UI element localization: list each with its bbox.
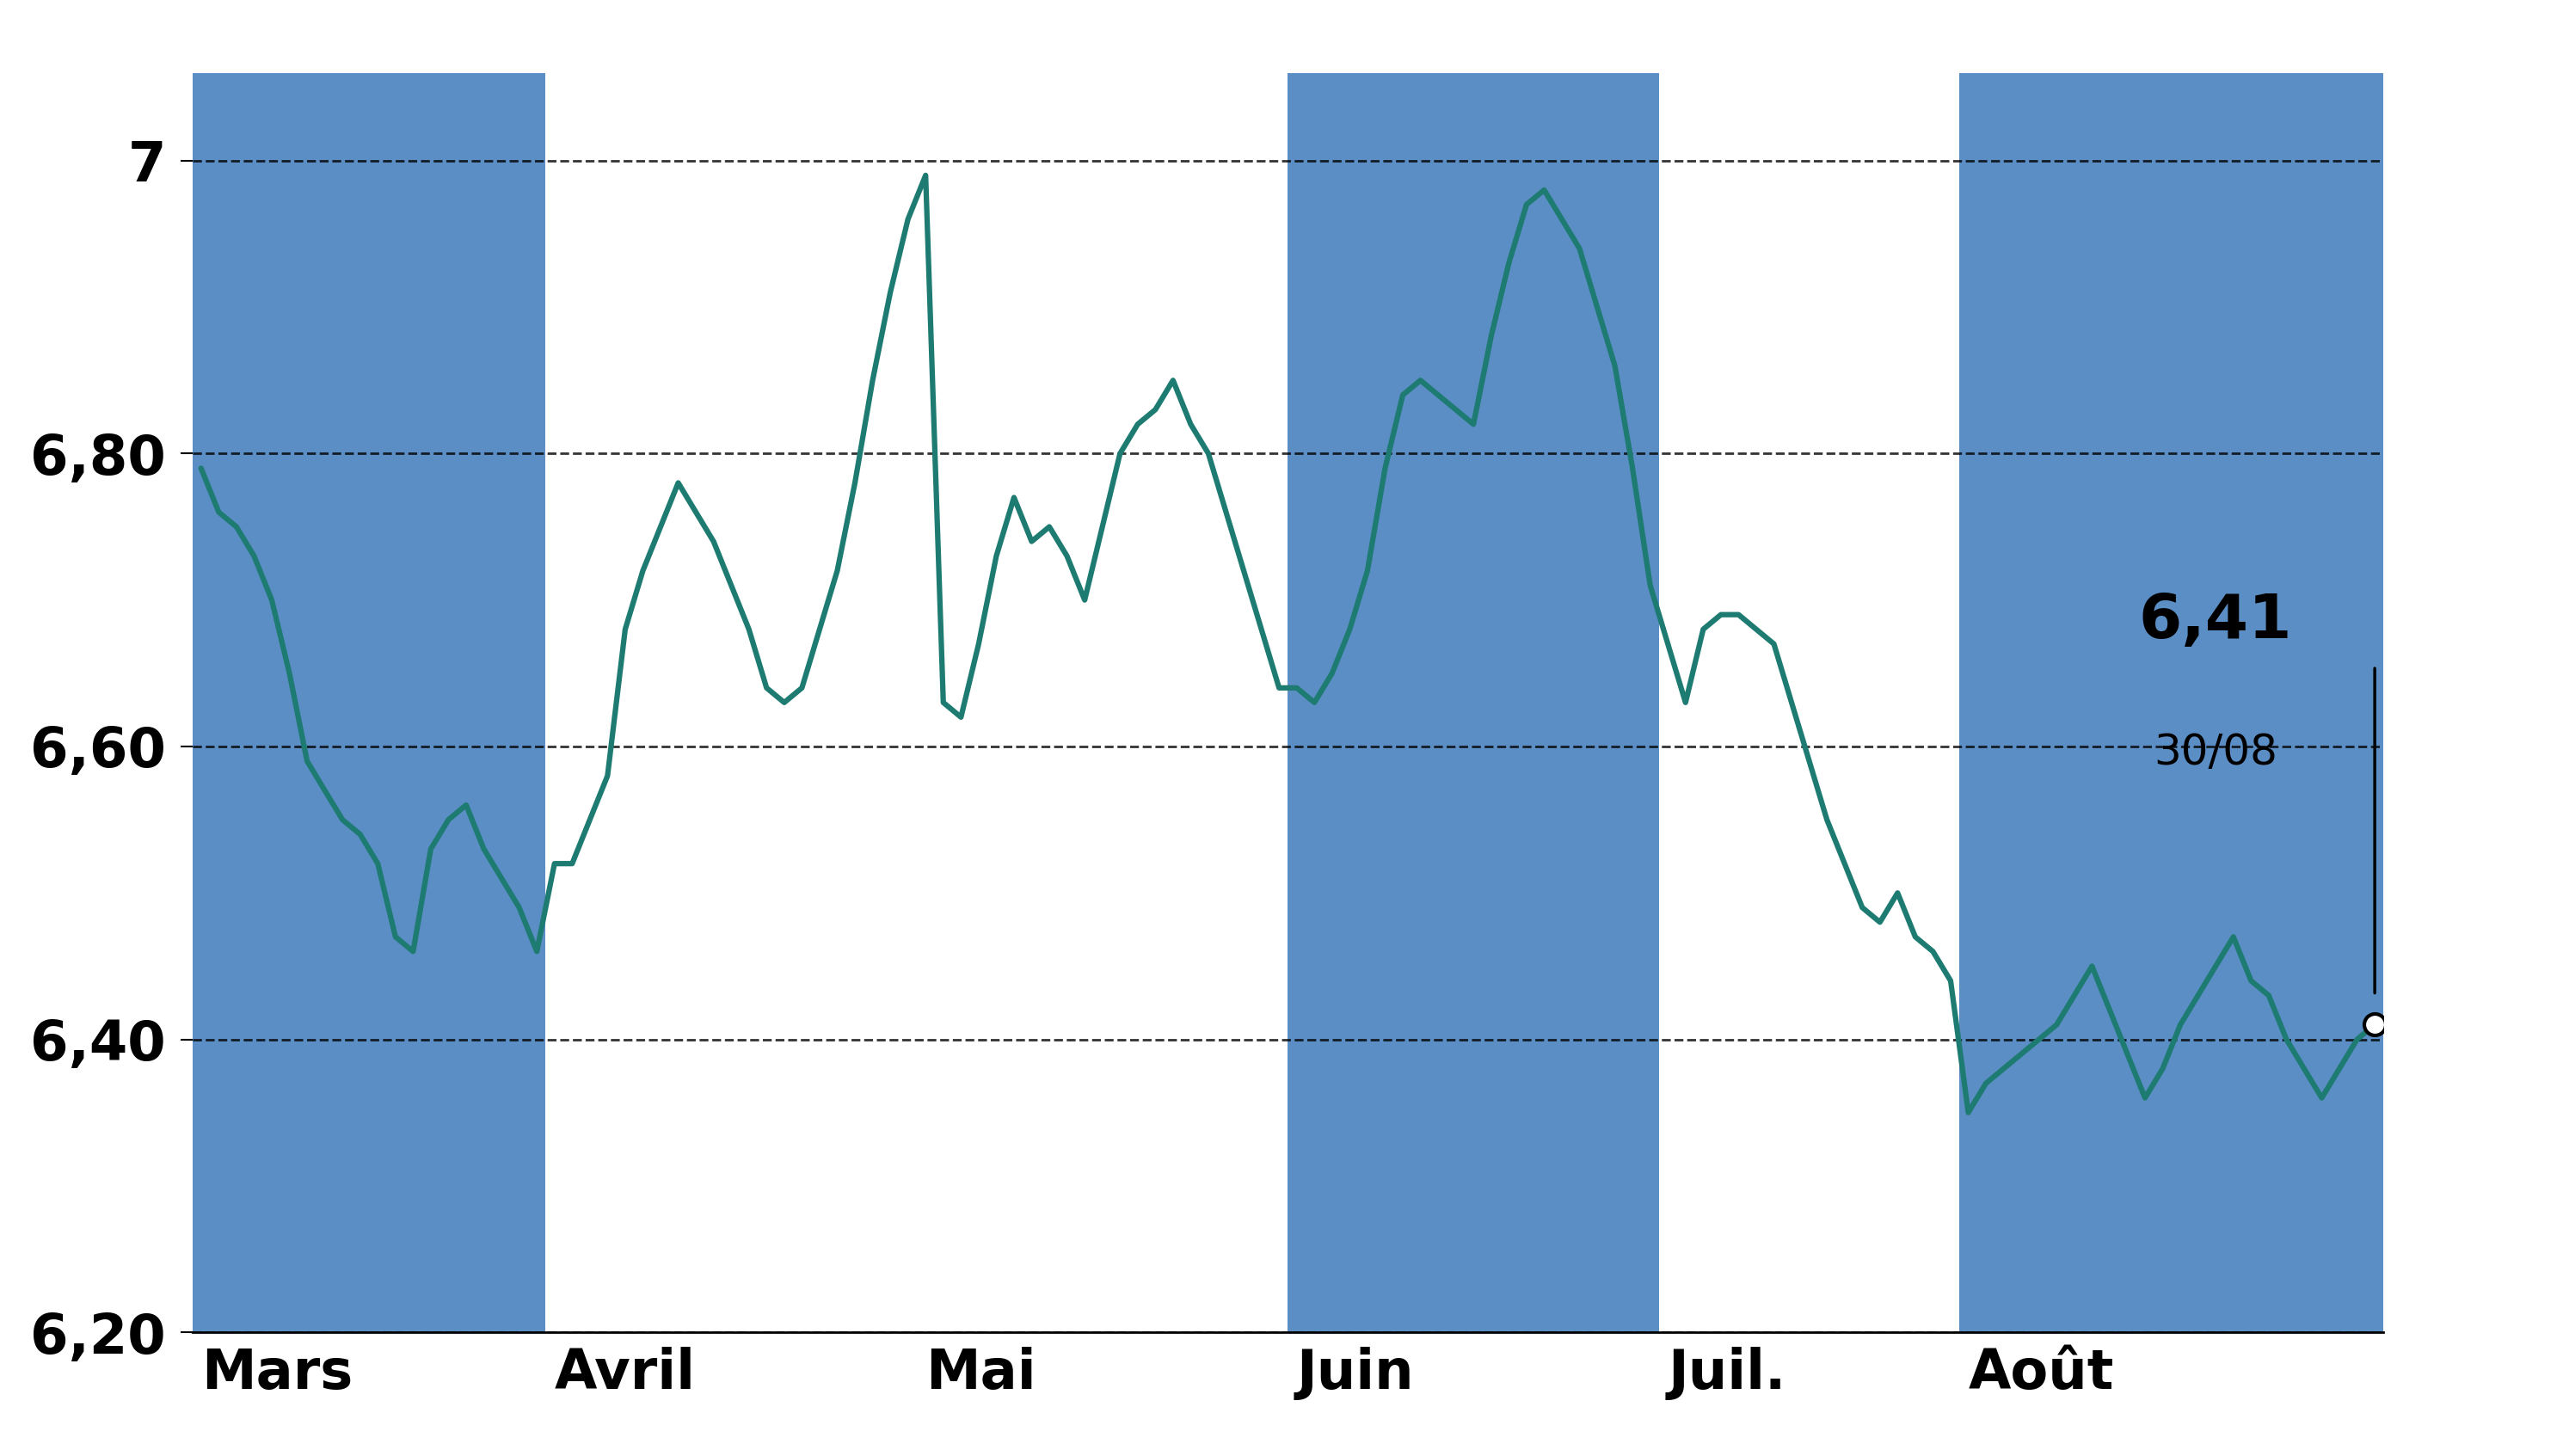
Bar <box>1287 73 1658 1332</box>
Bar <box>1961 73 2384 1332</box>
Text: 30/08: 30/08 <box>2153 732 2279 773</box>
Text: Abrdn Income Credit Strategies Fund: Abrdn Income Credit Strategies Fund <box>279 35 2284 128</box>
Text: 6,41: 6,41 <box>2140 593 2291 651</box>
Bar <box>192 73 546 1332</box>
